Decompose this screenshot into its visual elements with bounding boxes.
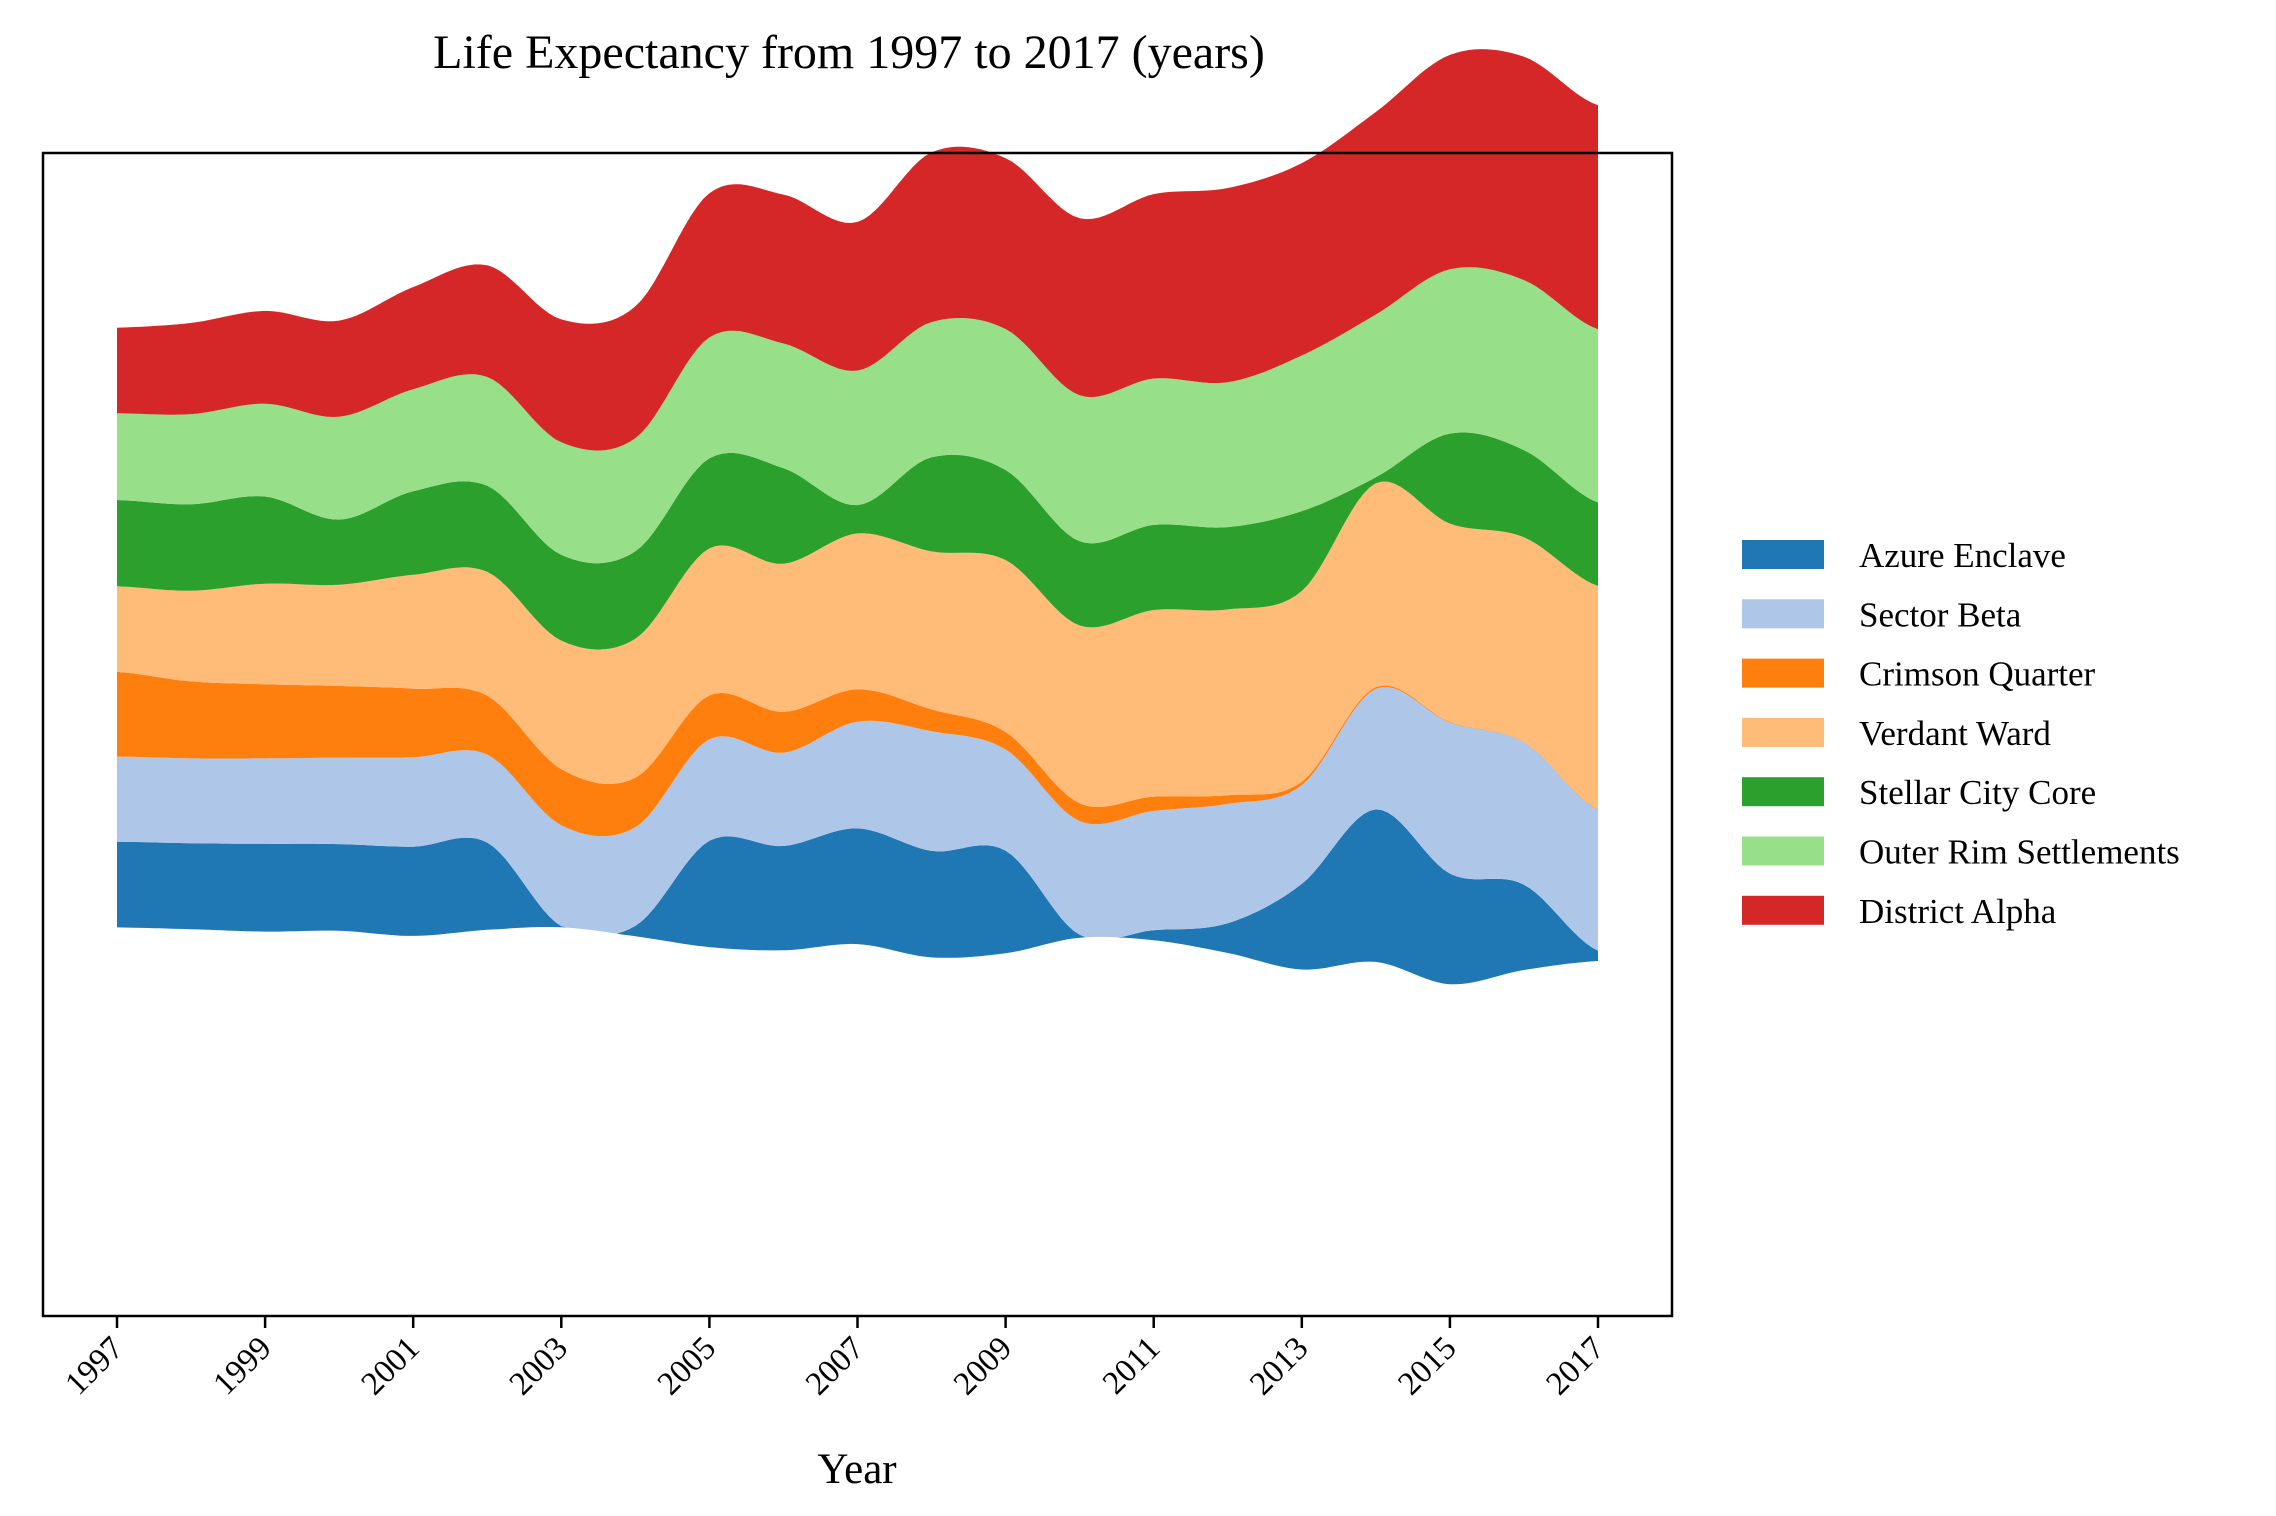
stream-crimson-quarter: [117, 671, 1598, 837]
legend-label: Outer Rim Settlements: [1859, 833, 2180, 872]
chart-title: Life Expectancy from 1997 to 2017 (years…: [433, 26, 1265, 79]
legend-swatch: [1742, 658, 1824, 688]
x-tick-label: 1999: [207, 1330, 279, 1402]
legend-swatch: [1742, 717, 1824, 747]
stream-sector-beta: [117, 687, 1598, 951]
stream-district-alpha: [117, 49, 1598, 451]
legend-swatch: [1742, 599, 1824, 629]
stream-stellar-city-core: [117, 432, 1598, 650]
legend-swatch: [1742, 777, 1824, 807]
x-tick-label: 2017: [1540, 1330, 1612, 1402]
legend-label: District Alpha: [1859, 892, 2057, 931]
x-tick-label: 2003: [503, 1330, 575, 1402]
x-tick-label: 2007: [799, 1330, 871, 1402]
legend-label: Crimson Quarter: [1859, 655, 2096, 694]
legend-label: Sector Beta: [1859, 595, 2022, 634]
stream-verdant-ward: [117, 481, 1598, 810]
x-axis-ticks: 1997 1999 2001 2003 2005 2007 2009 2011 2013 2015…: [59, 1316, 1612, 1402]
x-tick-label: 2013: [1243, 1330, 1315, 1402]
x-tick-label: 2001: [355, 1330, 427, 1402]
legend-label: Verdant Ward: [1859, 714, 2051, 753]
streams: [117, 49, 1598, 985]
x-tick-label: 2005: [651, 1330, 723, 1402]
legend-swatch: [1742, 895, 1824, 925]
x-tick-label: 2015: [1391, 1330, 1463, 1402]
legend-swatch: [1742, 540, 1824, 569]
legend: Azure Enclave Sector Beta Crimson Quarter V…: [1742, 536, 2180, 931]
legend-swatch: [1742, 836, 1824, 866]
legend-label: Stellar City Core: [1859, 773, 2096, 812]
x-tick-label: 2009: [947, 1330, 1019, 1402]
x-tick-label: 1997: [59, 1330, 131, 1402]
stream-outer-rim-settlements: [117, 267, 1598, 564]
legend-label: Azure Enclave: [1859, 536, 2066, 575]
x-tick-label: 2011: [1096, 1330, 1167, 1401]
x-axis-label: Year: [817, 1446, 896, 1493]
stream-azure-enclave: [117, 809, 1598, 985]
